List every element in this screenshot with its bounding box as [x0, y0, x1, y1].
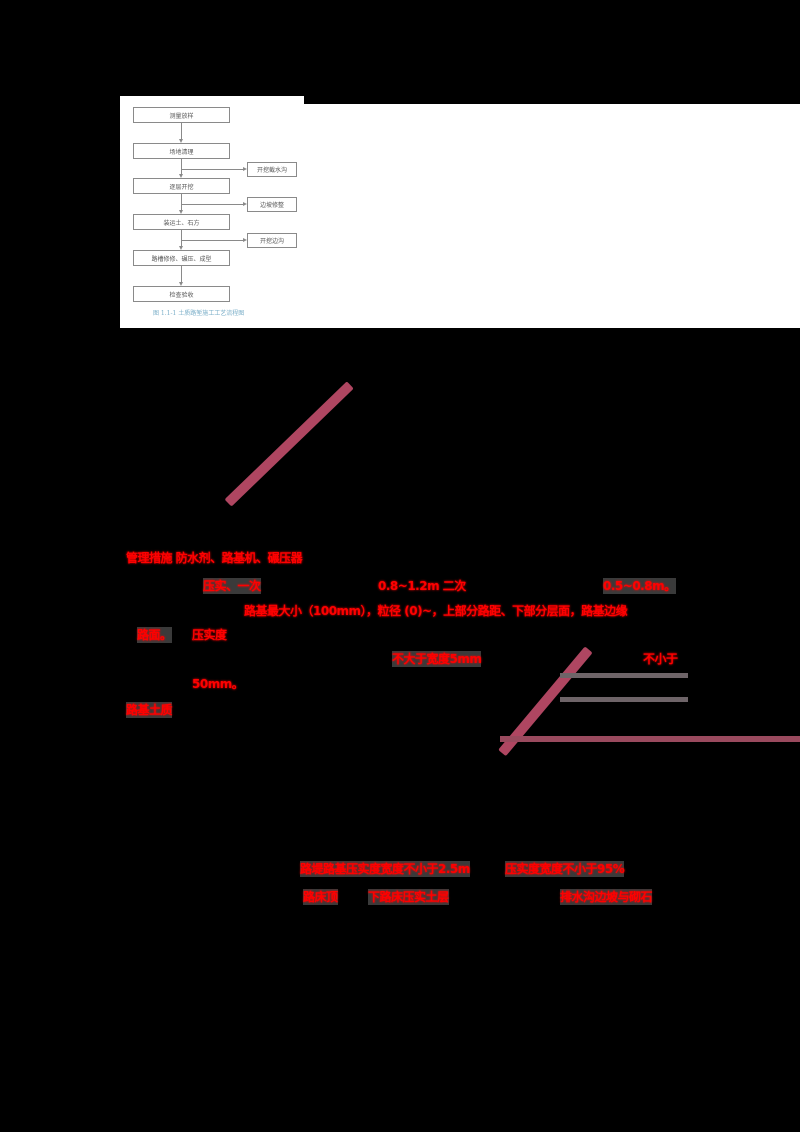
flow-step-label: 场地清理 [169, 148, 194, 156]
red-text-line: 路基最大小（100mm），粒径 (0)~，上部分路距、下部分层面，路基边缘 [244, 604, 628, 618]
connector-line [181, 169, 243, 170]
red-text-line: 路床顶 [303, 889, 338, 905]
connector-line [181, 230, 182, 247]
flow-step-label: 路槽修修、碾压、成型 [151, 255, 212, 263]
arrow-right-icon [243, 238, 247, 242]
arrow-down-icon [179, 174, 183, 178]
connector-line [181, 159, 182, 175]
red-text-line: 压实度 [192, 628, 227, 642]
flow-side-label: 开挖边沟 [259, 238, 284, 245]
arrow-down-icon [179, 282, 183, 286]
arrow-down-icon [179, 246, 183, 250]
flow-step-label: 检查验收 [169, 291, 194, 299]
arrow-down-icon [179, 210, 183, 214]
red-text-line: 下路床压实土层 [368, 889, 449, 905]
red-text-line: 不大于宽度5mm [392, 651, 482, 667]
red-text-line: 管理措施 防水剂、路基机、碾压器 [126, 551, 303, 565]
red-text-line: 压实、一次 [203, 578, 261, 594]
flow-step-subgrade-compaction: 路槽修修、碾压、成型 [133, 250, 230, 266]
arrow-right-icon [243, 202, 247, 206]
figure-caption: 图 1.1-1 土质路堑施工工艺流程图 [153, 310, 245, 317]
red-text-line: 压实度宽度不小于95% [505, 861, 625, 877]
flow-side-side-ditch: 开挖边沟 [247, 233, 297, 248]
flow-step-inspection: 检查验收 [133, 286, 230, 302]
flow-side-slope-trimming: 边坡修整 [247, 197, 297, 212]
red-text-line: 排水沟边坡与砌石 [560, 889, 653, 905]
flow-step-label: 逐层开挖 [169, 183, 194, 191]
arrow-right-icon [243, 167, 247, 171]
page-white-region [304, 104, 800, 328]
connector-line [181, 240, 243, 241]
arrow-down-icon [179, 139, 183, 143]
connector-line [181, 194, 182, 211]
red-text-line: 0.8~1.2m 二次 [378, 579, 466, 593]
flow-step-label: 装运土、石方 [163, 219, 200, 227]
connector-line [181, 204, 243, 205]
flow-side-label: 开挖截水沟 [256, 167, 287, 174]
red-text-line: 路基土质 [126, 702, 173, 718]
red-text-line: 路堤路基压实度宽度不小于2.5m [300, 861, 470, 877]
connector-line [181, 123, 182, 140]
flow-step-layered-excavation: 逐层开挖 [133, 178, 230, 194]
redaction-bar [560, 673, 688, 678]
red-text-line: 0.5~0.8m。 [603, 578, 676, 594]
flow-step-transport: 装运土、石方 [133, 214, 230, 230]
red-text-line: 路面。 [137, 627, 172, 643]
redaction-bar [560, 697, 688, 702]
flow-side-intercept-ditch: 开挖截水沟 [247, 162, 297, 177]
flow-step-site-clearing: 场地清理 [133, 143, 230, 159]
red-text-line: 50mm。 [192, 677, 244, 691]
connector-line [181, 266, 182, 283]
flow-step-survey: 测量放样 [133, 107, 230, 123]
watermark-stripe [224, 381, 354, 507]
red-text-line: 不小于 [643, 652, 678, 666]
flow-step-label: 测量放样 [169, 112, 194, 120]
flow-side-label: 边坡修整 [259, 202, 284, 209]
redaction-bar [500, 736, 800, 742]
